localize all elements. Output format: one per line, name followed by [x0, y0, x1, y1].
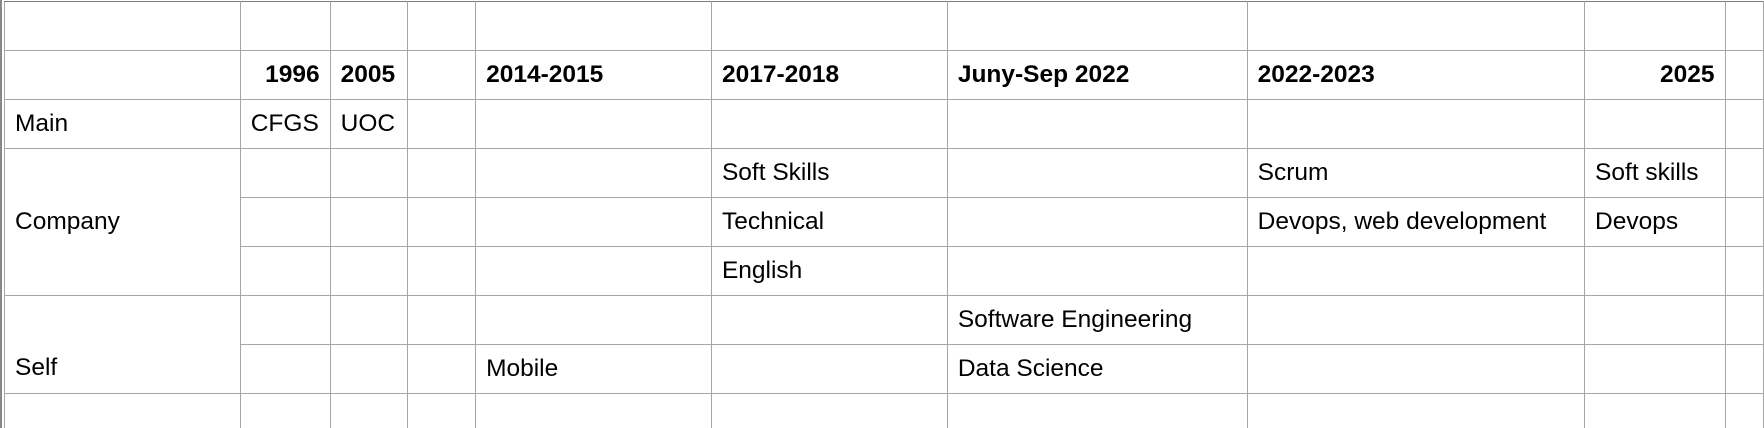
cell[interactable] — [475, 99, 712, 149]
table-row — [4, 393, 1764, 428]
cell[interactable] — [1724, 197, 1764, 247]
cell[interactable] — [407, 99, 477, 149]
cell[interactable] — [946, 246, 1248, 296]
cell[interactable] — [1584, 295, 1726, 345]
cell[interactable] — [4, 1, 241, 51]
cell[interactable] — [239, 246, 331, 296]
table-row: Self Software Engineering — [4, 295, 1764, 394]
cell[interactable] — [1584, 344, 1726, 394]
cell[interactable] — [239, 393, 331, 428]
cell[interactable] — [1724, 295, 1764, 345]
cell-self-data-science[interactable]: Data Science — [946, 344, 1248, 394]
cell-self-software-engineering[interactable]: Software Engineering — [946, 295, 1248, 345]
cell[interactable] — [1724, 393, 1764, 428]
table-row — [4, 1, 1764, 51]
cell[interactable] — [329, 148, 409, 198]
cell[interactable] — [1584, 246, 1726, 296]
cell[interactable] — [407, 197, 477, 247]
cell[interactable] — [1724, 246, 1764, 296]
table-row: Mobile Data Science — [5, 344, 1764, 394]
cell[interactable] — [475, 148, 712, 198]
cell[interactable] — [475, 1, 712, 51]
spreadsheet-table: 1996 2005 2014-2015 2017-2018 Juny-Sep 2… — [4, 1, 1764, 428]
header-cell-juny-sep-2022[interactable]: Juny-Sep 2022 — [946, 50, 1248, 100]
table-row: English — [5, 246, 1764, 296]
cell[interactable] — [946, 197, 1248, 247]
row-label-main[interactable]: Main — [4, 99, 241, 149]
cell[interactable] — [1246, 246, 1586, 296]
cell[interactable] — [946, 1, 1248, 51]
cell[interactable] — [1246, 393, 1586, 428]
cell[interactable] — [329, 393, 409, 428]
cell[interactable] — [1246, 295, 1586, 345]
cell[interactable] — [1584, 1, 1726, 51]
table-row: Company Soft Skills Scrum Soft skills — [4, 148, 1764, 296]
cell[interactable] — [4, 50, 241, 100]
cell[interactable] — [1724, 50, 1764, 100]
cell[interactable] — [946, 99, 1248, 149]
row-label-self[interactable]: Self — [4, 295, 241, 394]
cell[interactable] — [407, 1, 477, 51]
cell[interactable] — [407, 246, 477, 296]
cell[interactable] — [407, 393, 477, 428]
cell[interactable] — [407, 50, 477, 100]
cell[interactable] — [407, 148, 477, 198]
cell[interactable] — [239, 148, 331, 198]
cell-company-technical[interactable]: Technical — [710, 197, 948, 247]
header-cell-1996[interactable]: 1996 — [239, 50, 331, 100]
cell[interactable] — [1724, 1, 1764, 51]
table-row: Main CFGS UOC — [4, 99, 1764, 149]
cell[interactable] — [1246, 99, 1586, 149]
cell[interactable] — [475, 246, 712, 296]
cell-self-mobile[interactable]: Mobile — [475, 344, 712, 394]
cell[interactable] — [1584, 393, 1726, 428]
cell[interactable] — [475, 295, 712, 345]
header-cell-2022-2023[interactable]: 2022-2023 — [1246, 50, 1586, 100]
cell[interactable] — [1584, 99, 1726, 149]
cell-main-2005[interactable]: UOC — [329, 99, 409, 149]
cell[interactable] — [239, 295, 331, 345]
cell-main-1996[interactable]: CFGS — [239, 99, 331, 149]
cell[interactable] — [710, 344, 948, 394]
cell[interactable] — [329, 295, 409, 345]
table-row: Technical Devops, web development Devops — [5, 197, 1764, 247]
cell[interactable] — [710, 393, 948, 428]
cell[interactable] — [239, 344, 331, 394]
header-cell-2017-2018[interactable]: 2017-2018 — [710, 50, 948, 100]
cell[interactable] — [1724, 99, 1764, 149]
cell-company-devops-web[interactable]: Devops, web development — [1246, 197, 1586, 247]
cell-company-english[interactable]: English — [710, 246, 948, 296]
cell[interactable] — [1246, 1, 1586, 51]
cell[interactable] — [239, 197, 331, 247]
cell[interactable] — [475, 197, 712, 247]
cell[interactable] — [329, 246, 409, 296]
cell-company-scrum[interactable]: Scrum — [1246, 148, 1586, 198]
cell[interactable] — [4, 393, 241, 428]
cell[interactable] — [710, 99, 948, 149]
cell[interactable] — [329, 197, 409, 247]
cell[interactable] — [239, 1, 331, 51]
cell[interactable] — [946, 148, 1248, 198]
cell[interactable] — [710, 295, 948, 345]
cell[interactable] — [1724, 148, 1764, 198]
header-cell-2005[interactable]: 2005 — [329, 50, 409, 100]
cell[interactable] — [1246, 344, 1586, 394]
cell[interactable] — [710, 1, 948, 51]
cell[interactable] — [329, 1, 409, 51]
cell-company-devops-2025[interactable]: Devops — [1584, 197, 1726, 247]
cell[interactable] — [946, 393, 1248, 428]
cell[interactable] — [1724, 344, 1764, 394]
header-row: 1996 2005 2014-2015 2017-2018 Juny-Sep 2… — [4, 50, 1764, 100]
cell[interactable] — [407, 295, 477, 345]
cell[interactable] — [407, 344, 477, 394]
cell[interactable] — [329, 344, 409, 394]
header-cell-2025[interactable]: 2025 — [1584, 50, 1726, 100]
cell[interactable] — [475, 393, 712, 428]
cell-company-soft-skills-2025[interactable]: Soft skills — [1584, 148, 1726, 198]
row-label-company[interactable]: Company — [4, 148, 241, 296]
header-cell-2014-2015[interactable]: 2014-2015 — [475, 50, 712, 100]
cell-company-soft-skills[interactable]: Soft Skills — [710, 148, 948, 198]
